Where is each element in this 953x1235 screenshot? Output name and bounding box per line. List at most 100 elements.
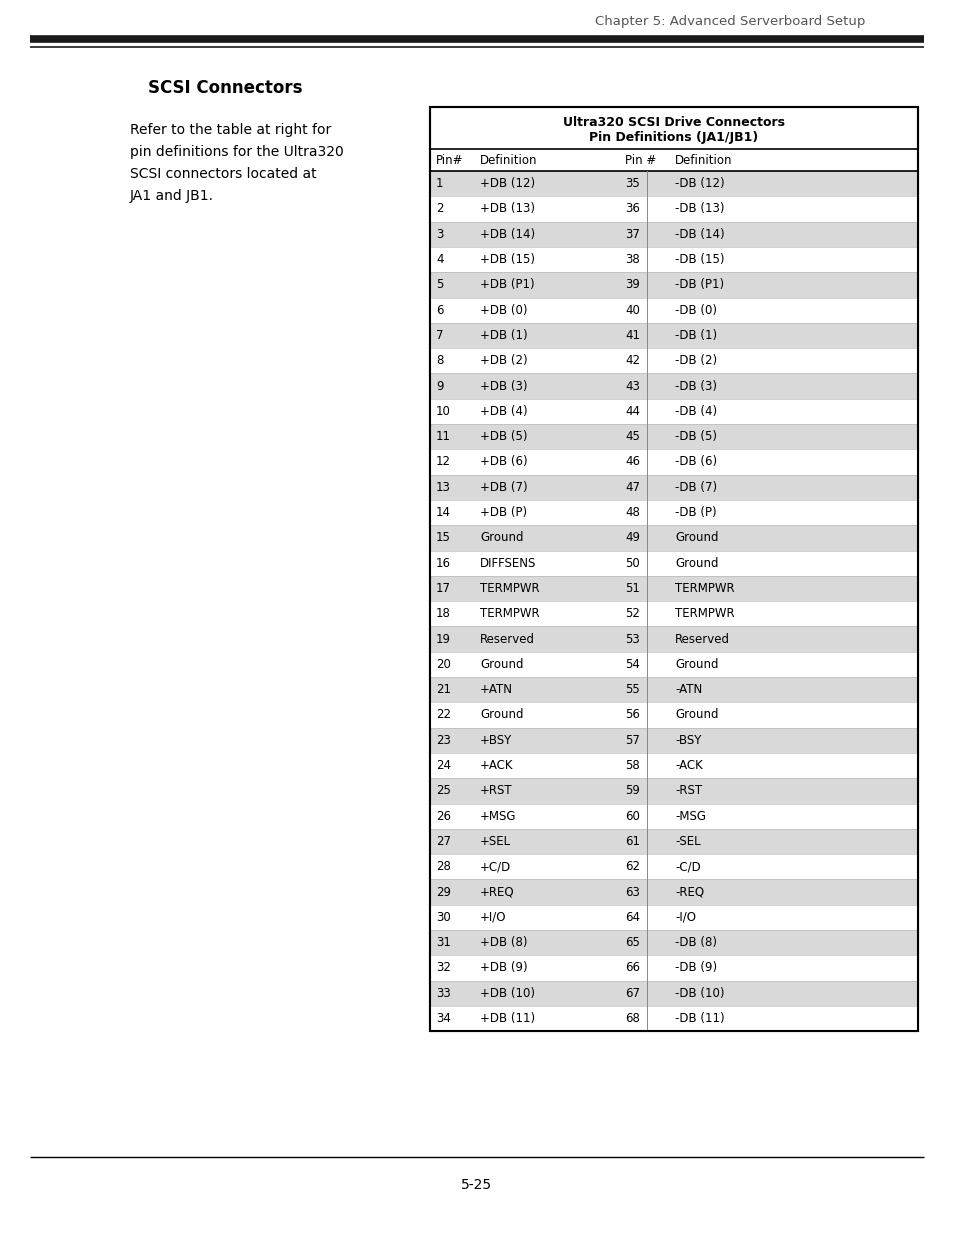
- Text: -SEL: -SEL: [675, 835, 700, 848]
- Text: 36: 36: [624, 203, 639, 215]
- Text: -C/D: -C/D: [675, 861, 700, 873]
- Text: 15: 15: [436, 531, 451, 545]
- Bar: [430, 778, 917, 804]
- Bar: [430, 221, 917, 247]
- Text: 60: 60: [624, 810, 639, 823]
- Text: 40: 40: [624, 304, 639, 316]
- Bar: [430, 626, 917, 652]
- Bar: [430, 1005, 917, 1031]
- Text: -DB (15): -DB (15): [675, 253, 723, 266]
- Text: -ACK: -ACK: [675, 760, 702, 772]
- Text: 48: 48: [624, 506, 639, 519]
- Text: 7: 7: [436, 329, 443, 342]
- Text: Refer to the table at right for: Refer to the table at right for: [130, 124, 331, 137]
- Bar: [430, 450, 917, 474]
- Text: 19: 19: [436, 632, 451, 646]
- Text: 8: 8: [436, 354, 443, 367]
- Text: -DB (7): -DB (7): [675, 480, 717, 494]
- Text: +DB (0): +DB (0): [479, 304, 527, 316]
- Text: 23: 23: [436, 734, 451, 747]
- Bar: [430, 753, 917, 778]
- Text: 34: 34: [436, 1011, 451, 1025]
- Bar: [430, 551, 917, 576]
- Text: Ground: Ground: [479, 709, 523, 721]
- Text: 29: 29: [436, 885, 451, 899]
- Text: 9: 9: [436, 379, 443, 393]
- Text: -DB (11): -DB (11): [675, 1011, 724, 1025]
- Bar: [430, 348, 917, 373]
- Bar: [430, 804, 917, 829]
- Text: 16: 16: [436, 557, 451, 569]
- Text: 33: 33: [436, 987, 450, 1000]
- Text: DIFFSENS: DIFFSENS: [479, 557, 536, 569]
- Text: 4: 4: [436, 253, 443, 266]
- Bar: [430, 905, 917, 930]
- Text: +DB (1): +DB (1): [479, 329, 527, 342]
- Text: Ground: Ground: [675, 709, 718, 721]
- Text: +BSY: +BSY: [479, 734, 512, 747]
- Text: +DB (5): +DB (5): [479, 430, 527, 443]
- Text: 46: 46: [624, 456, 639, 468]
- Bar: [430, 652, 917, 677]
- Text: 6: 6: [436, 304, 443, 316]
- Text: -ATN: -ATN: [675, 683, 701, 697]
- Bar: [430, 727, 917, 753]
- Text: 56: 56: [624, 709, 639, 721]
- Text: +DB (2): +DB (2): [479, 354, 527, 367]
- Text: Reserved: Reserved: [479, 632, 535, 646]
- Bar: [430, 322, 917, 348]
- Text: -DB (3): -DB (3): [675, 379, 717, 393]
- Text: 68: 68: [624, 1011, 639, 1025]
- Text: 25: 25: [436, 784, 451, 798]
- Text: 41: 41: [624, 329, 639, 342]
- Text: JA1 and JB1.: JA1 and JB1.: [130, 189, 213, 203]
- Text: 12: 12: [436, 456, 451, 468]
- Text: Pin #: Pin #: [624, 153, 656, 167]
- Bar: [430, 272, 917, 298]
- Bar: [430, 474, 917, 500]
- Text: TERMPWR: TERMPWR: [675, 608, 734, 620]
- Bar: [430, 170, 917, 196]
- Text: 3: 3: [436, 227, 443, 241]
- Text: 57: 57: [624, 734, 639, 747]
- Text: +ACK: +ACK: [479, 760, 513, 772]
- Text: 24: 24: [436, 760, 451, 772]
- Bar: [430, 500, 917, 525]
- Text: 27: 27: [436, 835, 451, 848]
- Text: SCSI connectors located at: SCSI connectors located at: [130, 167, 316, 182]
- Text: 11: 11: [436, 430, 451, 443]
- Bar: [430, 576, 917, 601]
- Text: -DB (4): -DB (4): [675, 405, 717, 417]
- Text: 18: 18: [436, 608, 451, 620]
- Text: Ground: Ground: [675, 557, 718, 569]
- Bar: [430, 298, 917, 322]
- Text: -DB (0): -DB (0): [675, 304, 717, 316]
- Bar: [430, 855, 917, 879]
- Text: TERMPWR: TERMPWR: [479, 582, 539, 595]
- Text: -DB (12): -DB (12): [675, 177, 724, 190]
- Text: +ATN: +ATN: [479, 683, 513, 697]
- Text: 61: 61: [624, 835, 639, 848]
- Text: -DB (8): -DB (8): [675, 936, 717, 950]
- Text: +I/O: +I/O: [479, 911, 506, 924]
- Text: 39: 39: [624, 278, 639, 291]
- Text: 35: 35: [624, 177, 639, 190]
- Bar: [430, 879, 917, 905]
- Text: 17: 17: [436, 582, 451, 595]
- Text: TERMPWR: TERMPWR: [675, 582, 734, 595]
- Text: -DB (P1): -DB (P1): [675, 278, 723, 291]
- Text: 38: 38: [624, 253, 639, 266]
- Text: 28: 28: [436, 861, 451, 873]
- Text: 20: 20: [436, 658, 451, 671]
- Text: -DB (P): -DB (P): [675, 506, 716, 519]
- Text: +DB (14): +DB (14): [479, 227, 535, 241]
- Text: Ground: Ground: [675, 531, 718, 545]
- Text: 54: 54: [624, 658, 639, 671]
- Text: +DB (12): +DB (12): [479, 177, 535, 190]
- Text: 67: 67: [624, 987, 639, 1000]
- Text: 43: 43: [624, 379, 639, 393]
- Bar: [430, 196, 917, 221]
- Text: +DB (7): +DB (7): [479, 480, 527, 494]
- Text: 14: 14: [436, 506, 451, 519]
- Text: Chapter 5: Advanced Serverboard Setup: Chapter 5: Advanced Serverboard Setup: [594, 16, 864, 28]
